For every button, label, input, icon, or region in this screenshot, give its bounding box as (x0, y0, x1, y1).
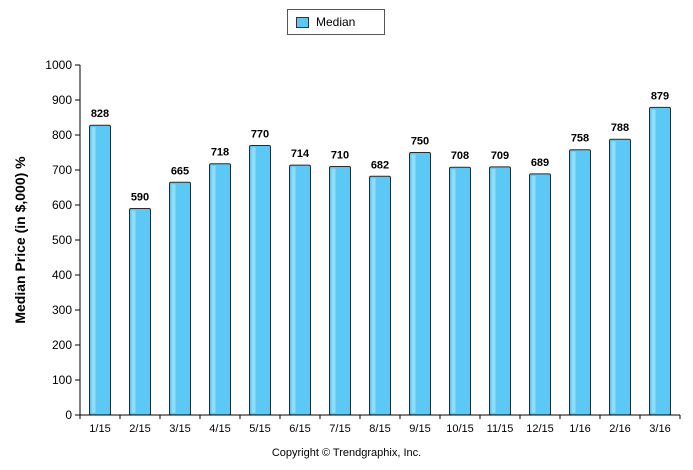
y-tick-label-700: 700 (52, 163, 72, 177)
bar-highlight-7/15 (331, 168, 336, 413)
axes-layer: 1/15 2/15 3/15 4/15 5/15 6/15 7/15 8/15 9/15 10/1… (45, 58, 681, 435)
y-tick-label-600: 600 (52, 198, 72, 212)
y-tick-label-100: 100 (52, 373, 72, 387)
copyright-text: Copyright © Trendgraphix, Inc. (271, 447, 422, 459)
y-tick-label-800: 800 (52, 128, 72, 142)
data-label-3/16: 879 (651, 90, 669, 102)
data-label-3/15: 665 (171, 165, 189, 177)
x-tick-label-3/15: 3/15 (169, 423, 190, 435)
data-label-4/15: 718 (211, 147, 229, 159)
x-tick-label-7/15: 7/15 (329, 423, 350, 435)
data-label-1/16: 758 (571, 133, 589, 145)
y-axis-label: Median Price (in $,000) % (12, 156, 28, 324)
bar-highlight-2/16 (611, 141, 616, 413)
x-tick-label-12/15: 12/15 (526, 423, 554, 435)
data-label-5/15: 770 (251, 129, 269, 141)
y-tick-label-300: 300 (52, 303, 72, 317)
bar-highlight-10/15 (451, 169, 456, 413)
bars-layer: 828 590 665 718 770 714 710 682 750 708 709 689 758 7… (89, 90, 671, 416)
data-label-12/15: 689 (531, 157, 549, 169)
legend: Median (287, 9, 385, 35)
x-tick-label-8/15: 8/15 (369, 423, 390, 435)
bar-highlight-1/15 (91, 127, 96, 413)
y-tick-label-400: 400 (52, 268, 72, 282)
x-tick-label-1/16: 1/16 (569, 423, 590, 435)
x-tick-label-2/15: 2/15 (129, 423, 150, 435)
legend-swatch-median (296, 17, 309, 28)
data-label-11/15: 709 (491, 150, 509, 162)
bar-highlight-12/15 (531, 175, 536, 413)
bar-highlight-11/15 (491, 168, 496, 413)
bar-highlight-4/15 (211, 165, 216, 413)
y-tick-label-900: 900 (52, 93, 72, 107)
bar-highlight-5/15 (251, 147, 256, 413)
data-label-2/15: 590 (131, 192, 149, 204)
data-label-6/15: 714 (291, 148, 310, 160)
data-label-7/15: 710 (331, 150, 349, 162)
y-tick-label-200: 200 (52, 338, 72, 352)
data-label-1/15: 828 (91, 108, 109, 120)
data-label-2/16: 788 (611, 122, 629, 134)
bar-highlight-8/15 (371, 178, 376, 413)
y-tick-label-500: 500 (52, 233, 72, 247)
x-tick-label-10/15: 10/15 (446, 423, 474, 435)
bar-highlight-2/15 (131, 210, 136, 413)
bar-highlight-6/15 (291, 167, 296, 413)
data-label-10/15: 708 (451, 150, 469, 162)
y-tick-label-0: 0 (65, 408, 72, 422)
x-tick-label-11/15: 11/15 (487, 423, 514, 435)
x-tick-label-9/15: 9/15 (409, 423, 430, 435)
x-tick-label-2/16: 2/16 (609, 423, 630, 435)
legend-label-median: Median (316, 15, 356, 29)
x-tick-label-5/15: 5/15 (249, 423, 270, 435)
data-label-9/15: 750 (411, 136, 429, 148)
data-label-8/15: 682 (371, 159, 389, 171)
bar-highlight-1/16 (571, 151, 576, 413)
x-tick-label-1/15: 1/15 (89, 423, 110, 435)
bar-highlight-3/15 (171, 184, 176, 413)
bar-highlight-3/16 (651, 109, 656, 413)
x-tick-label-4/15: 4/15 (209, 423, 230, 435)
y-tick-label-1000: 1000 (45, 58, 72, 72)
x-tick-label-3/16: 3/16 (649, 423, 670, 435)
bar-highlight-9/15 (411, 154, 416, 413)
x-tick-label-6/15: 6/15 (289, 423, 310, 435)
